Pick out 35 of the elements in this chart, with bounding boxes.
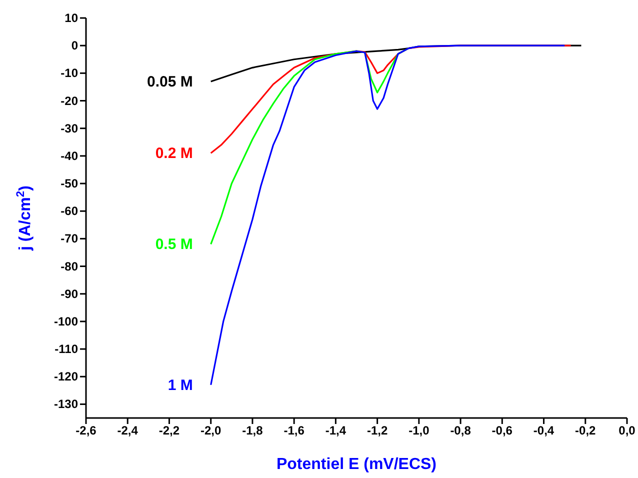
y-tick-label: -70	[60, 232, 78, 246]
x-tick-label: -2,2	[158, 424, 180, 438]
x-tick-label: -0,6	[492, 424, 513, 438]
x-tick-label: -1,8	[242, 424, 264, 438]
y-tick-label: -50	[60, 176, 78, 191]
y-tick-label: -80	[60, 259, 78, 274]
x-tick-label: -2,6	[76, 424, 97, 438]
x-tick-label: -0,2	[575, 424, 596, 438]
series-label: 0.5 M	[155, 236, 193, 254]
y-tick-label: -30	[60, 121, 78, 136]
y-tick-label: -10	[60, 66, 78, 80]
y-tick-label: 0	[71, 38, 78, 53]
line-series	[210, 44, 566, 386]
x-tick-label: -0,4	[533, 424, 554, 438]
x-tick-label: -1,4	[325, 424, 346, 438]
series-label: 1 M	[168, 376, 193, 394]
y-tick-label: -110	[54, 342, 78, 356]
x-tick-label: -2,4	[117, 424, 138, 438]
series-label: 0.05 M	[146, 73, 193, 90]
y-tick-label: -60	[60, 204, 78, 218]
series-label: 0.2 M	[155, 145, 193, 162]
x-tick-label: -1,6	[284, 424, 305, 438]
y-tick-label: -20	[60, 94, 78, 108]
x-axis-title: Potentiel E (mV/ECS)	[276, 456, 437, 473]
x-tick-label: -1,0	[408, 424, 430, 438]
y-tick-label: -120	[54, 370, 78, 384]
x-tick-label: -0,8	[450, 424, 472, 438]
y-tick-label: -130	[54, 397, 78, 412]
y-tick-label: -100	[54, 314, 78, 328]
y-tick-label: -40	[60, 148, 78, 163]
y-tick-label: -90	[60, 286, 78, 301]
x-tick-label: 0,0	[618, 424, 636, 438]
x-tick-label: -1,2	[366, 424, 388, 438]
x-tick-label: -2,0	[200, 424, 222, 438]
y-tick-label: 10	[64, 11, 78, 25]
